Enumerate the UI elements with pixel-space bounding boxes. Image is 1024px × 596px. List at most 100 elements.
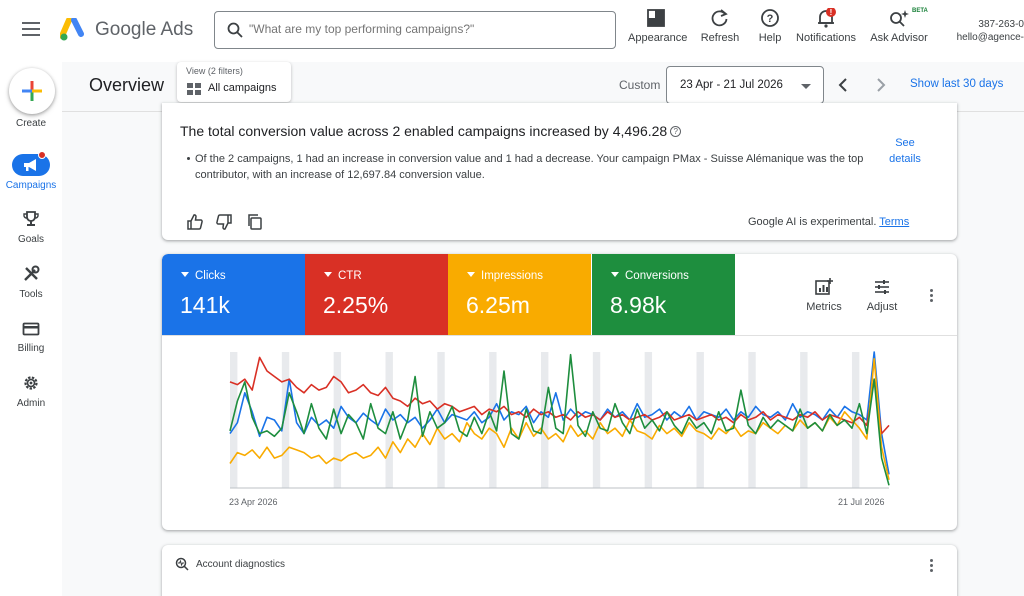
metric-value: 2.25% bbox=[323, 292, 389, 318]
top-bar: Google Ads Appearance Refresh ? Help bbox=[0, 0, 1024, 62]
filter-value: All campaigns bbox=[208, 82, 277, 94]
diagnostics-title: Account diagnostics bbox=[196, 559, 285, 570]
performance-line-chart bbox=[229, 351, 890, 489]
nav-label-admin[interactable]: Admin bbox=[16, 398, 46, 409]
chevron-left-icon[interactable] bbox=[835, 76, 851, 94]
help-circle-icon[interactable]: ? bbox=[670, 126, 682, 137]
campaign-filter[interactable]: View (2 filters) All campaigns bbox=[177, 62, 291, 102]
notifications-button[interactable]: ! Notifications bbox=[795, 8, 857, 44]
weekend-band bbox=[437, 352, 445, 488]
search-box[interactable] bbox=[214, 11, 616, 49]
ask-advisor-button[interactable]: Ask Advisor bbox=[870, 8, 928, 44]
metric-tile-impressions[interactable]: Impressions 6.25m bbox=[448, 254, 591, 335]
search-input[interactable] bbox=[249, 22, 609, 36]
refresh-label: Refresh bbox=[700, 32, 740, 44]
metric-tile-ctr[interactable]: CTR 2.25% bbox=[305, 254, 448, 335]
metric-value: 8.98k bbox=[610, 292, 667, 318]
refresh-icon bbox=[711, 9, 728, 27]
svg-text:?: ? bbox=[767, 13, 774, 25]
nav-label-create[interactable]: Create bbox=[15, 118, 46, 129]
account-info[interactable]: 387-263-0 hello@agence- bbox=[954, 18, 1024, 44]
ai-disclaimer: Google AI is experimental. Terms bbox=[748, 216, 909, 228]
insight-bullet: Of the 2 campaigns, 1 had an increase in… bbox=[195, 153, 864, 181]
left-nav: Create Campaigns Goals Tools Billing Adm… bbox=[0, 62, 62, 596]
brand-name: Google Ads bbox=[95, 19, 194, 40]
notification-badge: ! bbox=[830, 8, 833, 17]
series-line-clicks bbox=[229, 351, 890, 475]
refresh-button[interactable]: Refresh bbox=[700, 8, 740, 44]
metric-label: Clicks bbox=[181, 270, 226, 282]
insight-title: The total conversion value across 2 enab… bbox=[180, 123, 682, 139]
date-range-picker[interactable]: 23 Apr - 21 Jul 2026 bbox=[666, 66, 824, 104]
x-axis-start-label: 23 Apr 2026 bbox=[229, 497, 278, 507]
weekend-band bbox=[230, 352, 238, 488]
filter-caption: View (2 filters) bbox=[186, 66, 243, 76]
divider bbox=[162, 335, 957, 336]
metric-value: 6.25m bbox=[466, 292, 530, 318]
series-line-conversions bbox=[229, 353, 890, 486]
terms-link[interactable]: Terms bbox=[879, 216, 910, 228]
trophy-icon[interactable] bbox=[22, 210, 40, 228]
weekend-band bbox=[385, 352, 393, 488]
menu-icon[interactable] bbox=[22, 22, 40, 36]
create-button[interactable] bbox=[9, 68, 55, 114]
help-icon: ? bbox=[761, 9, 779, 27]
help-label: Help bbox=[758, 32, 782, 44]
adjust-button[interactable]: Adjust bbox=[862, 277, 902, 313]
credit-card-icon[interactable] bbox=[22, 320, 40, 338]
account-diagnostics-card: Account diagnostics bbox=[162, 545, 957, 596]
metric-tile-conversions[interactable]: Conversions 8.98k bbox=[592, 254, 735, 335]
range-label: Custom bbox=[619, 78, 661, 92]
tune-icon bbox=[875, 280, 889, 294]
appearance-button[interactable]: Appearance bbox=[628, 8, 687, 44]
add-chart-icon bbox=[815, 278, 833, 295]
nav-item-campaigns[interactable] bbox=[12, 154, 50, 176]
adjust-button-label: Adjust bbox=[866, 301, 898, 313]
insight-card: The total conversion value across 2 enab… bbox=[162, 103, 957, 240]
bullet-icon bbox=[187, 157, 190, 160]
nav-label-goals[interactable]: Goals bbox=[17, 234, 45, 245]
metric-tile-clicks[interactable]: Clicks 141k bbox=[162, 254, 305, 335]
thumbs-down-icon[interactable] bbox=[215, 213, 233, 231]
grid-view-icon bbox=[187, 83, 201, 95]
tools-icon[interactable] bbox=[22, 265, 40, 283]
ask-advisor-label: Ask Advisor bbox=[870, 32, 928, 44]
gear-icon[interactable] bbox=[22, 374, 40, 392]
more-vert-icon[interactable] bbox=[928, 287, 934, 305]
metric-label: Impressions bbox=[467, 270, 543, 282]
more-vert-icon[interactable] bbox=[928, 557, 934, 575]
weekend-band bbox=[748, 352, 756, 488]
account-email: hello@agence- bbox=[956, 32, 1024, 43]
metrics-button-label: Metrics bbox=[806, 301, 842, 313]
thumbs-up-icon[interactable] bbox=[186, 213, 204, 231]
metrics-button[interactable]: Metrics bbox=[799, 277, 849, 313]
bell-icon: ! bbox=[818, 8, 836, 28]
help-button[interactable]: ? Help bbox=[756, 8, 784, 44]
see-details-link[interactable]: See details bbox=[882, 135, 928, 167]
nav-label-billing[interactable]: Billing bbox=[17, 343, 45, 354]
campaigns-alert-dot bbox=[38, 151, 46, 159]
chevron-down-icon bbox=[801, 84, 811, 89]
see-details-line2: details bbox=[889, 153, 921, 165]
date-range-value: 23 Apr - 21 Jul 2026 bbox=[680, 79, 783, 91]
weekend-band bbox=[696, 352, 704, 488]
plus-icon bbox=[22, 81, 42, 101]
page-title: Overview bbox=[89, 75, 165, 95]
weekend-band bbox=[281, 352, 290, 488]
ai-note-text: Google AI is experimental. bbox=[748, 216, 877, 228]
notifications-label: Notifications bbox=[796, 32, 856, 44]
copy-icon[interactable] bbox=[246, 213, 264, 231]
show-last-30-days-link[interactable]: Show last 30 days bbox=[910, 78, 1004, 90]
diagnostics-icon bbox=[175, 557, 189, 571]
nav-label-tools[interactable]: Tools bbox=[19, 289, 43, 300]
google-ads-logo bbox=[60, 18, 84, 41]
metric-label: Conversions bbox=[611, 270, 689, 282]
account-id: 387-263-0 bbox=[978, 19, 1024, 30]
series-line-impressions bbox=[229, 357, 890, 480]
chevron-right-icon[interactable] bbox=[873, 76, 889, 94]
sparkle-search-icon bbox=[890, 10, 909, 27]
appearance-icon bbox=[647, 9, 665, 27]
nav-label-campaigns[interactable]: Campaigns bbox=[5, 180, 57, 191]
weekend-band bbox=[644, 352, 653, 488]
search-icon bbox=[227, 22, 243, 38]
